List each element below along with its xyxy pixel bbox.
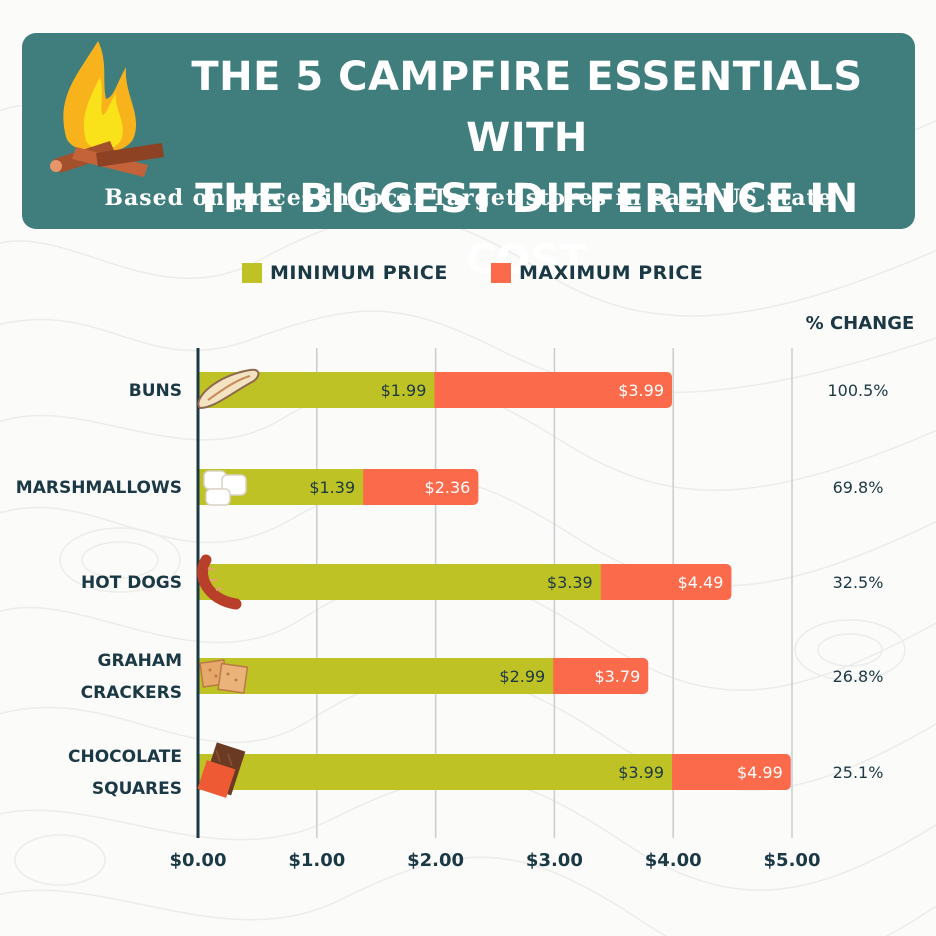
- category-label: CRACKERS: [81, 683, 182, 703]
- bar-label-min: $1.39: [309, 478, 355, 497]
- legend-swatch-min: [242, 263, 262, 283]
- bar-max: [547, 658, 649, 694]
- bar-label-max: $2.36: [425, 478, 471, 497]
- x-tick-label: $0.00: [170, 850, 227, 871]
- pct-change-value: 100.5%: [827, 381, 888, 400]
- x-tick-label: $2.00: [407, 850, 464, 871]
- pct-change-value: 69.8%: [833, 478, 884, 497]
- bar-max: [594, 564, 732, 600]
- category-label: GRAHAM: [97, 651, 182, 671]
- legend-label-min: MINIMUM PRICE: [270, 262, 448, 284]
- pct-change-header: % CHANGE: [805, 313, 915, 334]
- x-tick-label: $3.00: [526, 850, 583, 871]
- campfire-icon: [50, 41, 164, 177]
- bar-label-max: $3.79: [594, 667, 640, 686]
- x-tick-label: $1.00: [288, 850, 345, 871]
- chart-title: THE 5 CAMPFIRE ESSENTIALS WITH THE BIGGE…: [152, 47, 902, 291]
- labels: $0.00 $1.00 $2.00 $3.00 $4.00 $5.00 $1.99 $3.99…: [16, 381, 889, 871]
- legend-item-max: MAXIMUM PRICE: [491, 262, 703, 284]
- x-tick-label: $5.00: [764, 850, 821, 871]
- bar-label-min: $1.99: [381, 381, 427, 400]
- x-tick-label: $4.00: [645, 850, 702, 871]
- category-label: BUNS: [129, 381, 182, 401]
- bun-icon: [197, 368, 260, 410]
- item-icons: [197, 368, 260, 798]
- bar-max: [357, 469, 479, 505]
- title-line-1: THE 5 CAMPFIRE ESSENTIALS WITH: [191, 54, 863, 161]
- hot-dog-icon: [197, 554, 242, 610]
- bar-max: [428, 372, 673, 408]
- legend-swatch-max: [491, 263, 511, 283]
- graham-cracker-icon: [199, 659, 249, 694]
- chocolate-icon: [197, 742, 246, 798]
- bar-min: [198, 754, 673, 790]
- bar-label-max: $4.49: [678, 573, 724, 592]
- pct-change-value: 32.5%: [833, 573, 884, 592]
- category-label: SQUARES: [92, 779, 182, 799]
- marshmallow-icon: [203, 470, 247, 506]
- legend-label-max: MAXIMUM PRICE: [519, 262, 704, 284]
- bar-label-min: $2.99: [499, 667, 545, 686]
- category-label: HOT DOGS: [81, 573, 182, 593]
- bar-label-max: $3.99: [618, 381, 664, 400]
- title-line-2: THE BIGGEST DIFFERENCE IN COST: [195, 176, 859, 283]
- pct-change-value: 25.1%: [833, 763, 884, 782]
- pct-change-value: 26.8%: [833, 667, 884, 686]
- category-label: CHOCOLATE: [68, 747, 182, 767]
- legend: MINIMUM PRICE MAXIMUM PRICE: [0, 262, 936, 292]
- bar-label-max: $4.99: [737, 763, 783, 782]
- chart-subtitle: Based on prices in local Target stores i…: [104, 185, 833, 211]
- bar-label-min: $3.99: [618, 763, 664, 782]
- bar-label-min: $3.39: [547, 573, 593, 592]
- legend-item-min: MINIMUM PRICE: [242, 262, 448, 284]
- bar-min: [198, 564, 601, 600]
- title-banner: THE 5 CAMPFIRE ESSENTIALS WITH THE BIGGE…: [22, 33, 915, 283]
- bar-min: [198, 658, 554, 694]
- bar-max: [666, 754, 791, 790]
- category-label: MARSHMALLOWS: [16, 478, 182, 498]
